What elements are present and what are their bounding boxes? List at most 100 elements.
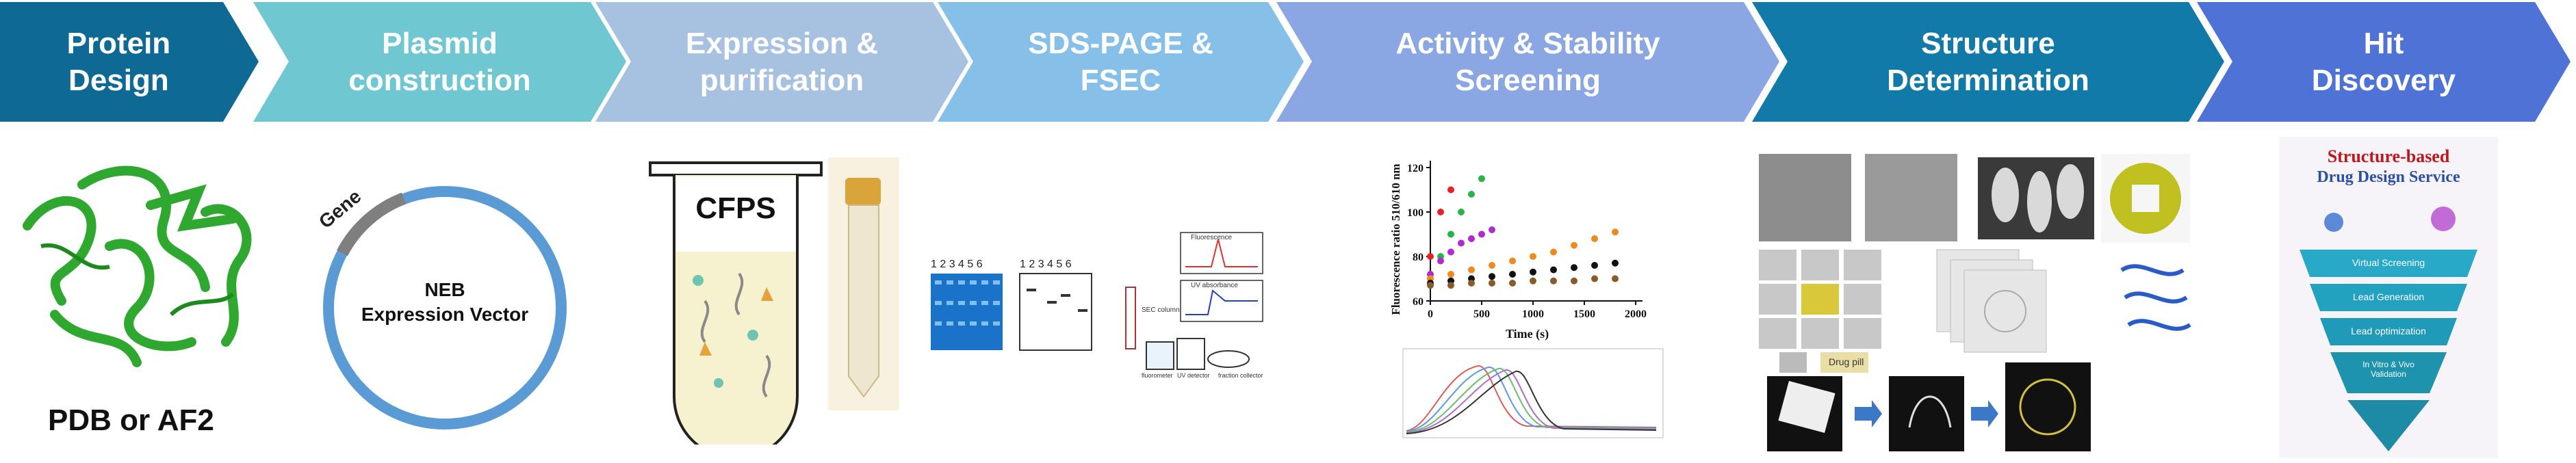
x-tick-label: 1000 [1522,308,1544,320]
y-tick-label: 120 [1407,163,1424,174]
activity-scatter-chart: 120 100 80 60 0 500 1000 1500 2000 [1407,161,1647,320]
step-arrow-7 [2197,2,2571,122]
step-arrow-4 [938,2,1304,122]
data-point-s4 [1468,266,1475,274]
step-label-text-7: Hit Discovery [2311,26,2456,97]
funnel-step-1: Virtual Screening [2352,257,2425,268]
plasmid-ring [323,186,567,429]
step-label-text-2: Plasmid construction [348,26,531,97]
x-tick-label: 2000 [1625,308,1647,320]
fraction-collector-label: fraction collector [1218,372,1263,379]
step-label-7: Hit Discovery [2218,2,2549,122]
step-label-1: Protein Design [0,2,237,122]
x-tick-label: 500 [1473,308,1490,320]
data-point-s6 [1468,280,1475,287]
data-point-s2 [1478,175,1485,183]
data-point-s1 [1437,209,1444,215]
activity-panel: 120 100 80 60 0 500 1000 1500 2000 Fluorescence … [1382,150,1684,451]
data-point-s4 [1591,235,1598,242]
workflow-arrows [0,2,2571,122]
data-point-s6 [1530,277,1536,285]
plasmid-panel: Gene NEB Expression Vector [301,157,589,445]
data-point-s6 [1447,282,1454,289]
step-arrow-6 [1752,2,2224,122]
step-label-text-1: Protein Design [66,26,171,97]
data-point-s5 [1571,264,1577,272]
uv-detector-label: UV detector [1177,372,1210,379]
x-tick-label: 1500 [1573,308,1595,320]
y-tick-label: 80 [1413,252,1424,263]
protein-design-caption: PDB or AF2 [48,404,214,437]
data-point-s6 [1571,277,1577,285]
cryo-em-images [1759,154,2197,451]
drug-design-funnel [2279,137,2498,458]
cfps-label: CFPS [695,191,776,225]
step-arrow-3 [595,2,968,122]
data-point-s3 [1447,248,1454,256]
hit-title-line1: Structure-based [2327,146,2450,166]
data-point-s3 [1489,226,1495,233]
protein-structure-image [23,166,252,367]
y-tick-label: 60 [1413,296,1424,308]
data-point-s2 [1458,209,1465,215]
step-label-6: Structure Determination [1773,2,2203,122]
hit-discovery-panel: Structure-based Drug Design Service Virt… [2272,137,2505,458]
gel-images [931,232,1263,370]
data-point-s3 [1437,257,1444,265]
data-point-s2 [1447,230,1454,238]
y-tick-label: 100 [1407,207,1424,219]
gel-b-lanes: 1 2 3 4 5 6 [1020,259,1072,270]
data-point-s2 [1468,191,1475,198]
gel-a-lanes: 1 2 3 4 5 6 [931,259,983,270]
funnel-step-2: Lead Generation [2352,291,2425,302]
step-label-2: Plasmid construction [274,2,605,122]
data-point-s5 [1550,266,1557,274]
step-arrow-2 [253,2,626,122]
data-point-s5 [1509,271,1516,278]
sds-page-panel: 1 2 3 4 5 6 1 2 3 4 5 6 Fluorescence UV … [924,226,1293,397]
data-point-s1 [1427,253,1434,260]
vector-name-line2: Expression Vector [361,304,529,325]
cfps-tube-image [649,157,899,445]
vector-name-line1: NEB [424,279,465,300]
data-point-s3 [1468,235,1475,242]
data-point-s4 [1612,228,1619,236]
activity-ylabel: Fluorescence ratio 510/610 nm [1389,163,1402,315]
step-label-3: Expression & purification [617,2,947,122]
funnel-step-3: Lead optimization [2351,326,2426,336]
data-point-s1 [1447,186,1454,194]
data-point-s4 [1509,257,1516,265]
step-label-5: Activity & Stability Screening [1298,2,1758,122]
x-tick-label: 0 [1428,308,1433,320]
step-label-text-3: Expression & purification [685,26,879,97]
sec-column-label: SEC column [1142,306,1180,314]
data-point-s6 [1591,275,1598,282]
data-point-s5 [1489,273,1495,280]
melt-curve-chart [1402,348,1664,438]
uv-absorbance-label: UV absorbance [1191,282,1238,289]
step-arrow-5 [1276,2,1779,122]
data-point-s3 [1458,239,1465,247]
drug-pill-label: Drug pill [1829,356,1864,367]
step-label-text-5: Activity & Stability Screening [1395,26,1660,97]
protein-design-panel: PDB or AF2 [0,137,287,458]
data-point-s4 [1550,248,1557,256]
data-point-s4 [1571,241,1577,249]
data-point-s6 [1489,280,1495,287]
structure-panel: Drug pill [1752,154,2217,455]
data-point-s4 [1447,271,1454,278]
step-label-4: SDS-PAGE & FSEC [959,2,1283,122]
step-arrow-1 [0,2,259,122]
data-point-s5 [1612,259,1619,267]
data-point-s3 [1478,230,1485,238]
fluorometer-label: fluorometer [1142,372,1173,379]
step-label-text-4: SDS-PAGE & FSEC [1028,26,1213,97]
data-point-s6 [1612,275,1619,282]
data-point-s5 [1530,268,1536,276]
step-label-text-6: Structure Determination [1887,26,2089,97]
funnel-step-4: In Vitro & Vivo Validation [2362,360,2414,379]
fluorescence-label: Fluorescence [1191,234,1233,241]
activity-xlabel: Time (s) [1506,327,1549,341]
data-point-s4 [1530,253,1536,260]
